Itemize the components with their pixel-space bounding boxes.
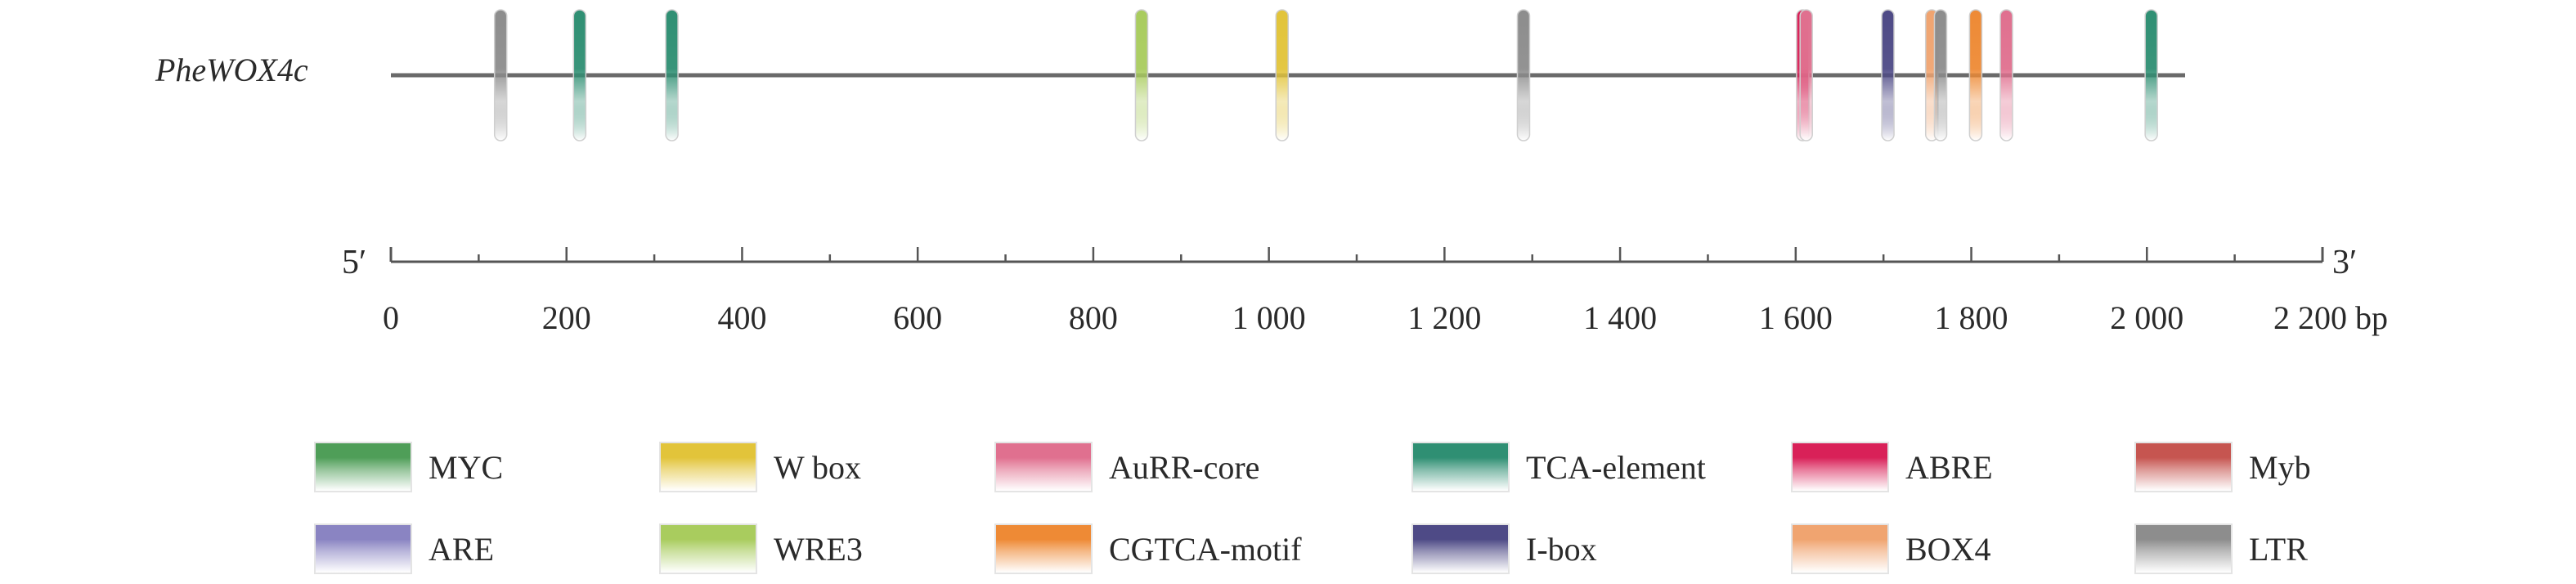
- legend-item-ltr: LTR: [2134, 523, 2308, 574]
- tick-label: 1 800: [1935, 299, 2008, 336]
- element-marker-ltr: [493, 9, 508, 142]
- element-marker-tca-element: [665, 9, 679, 142]
- legend-item-abre: ABRE: [1791, 442, 1993, 492]
- legend-item-w-box: W box: [659, 442, 861, 492]
- legend-item-cgtca-motif: CGTCA-motif: [994, 523, 1302, 574]
- three-prime-label: 3′: [2332, 244, 2357, 281]
- element-marker-tca-element: [572, 9, 587, 142]
- legend-swatch: [314, 442, 412, 492]
- legend-item-wre3: WRE3: [659, 523, 863, 574]
- legend-label: ARE: [429, 530, 494, 568]
- tick-label: 1 400: [1583, 299, 1657, 336]
- legend-item-myc: MYC: [314, 442, 503, 492]
- legend-swatch: [1411, 442, 1510, 492]
- element-marker-w-box: [1275, 9, 1289, 142]
- tick-label: 1 000: [1232, 299, 1306, 336]
- tick-label: 0: [383, 299, 399, 336]
- five-prime-label: 5′: [342, 244, 366, 281]
- legend-label: BOX4: [1905, 530, 1991, 568]
- legend-swatch: [659, 523, 757, 574]
- element-marker-aurr-core: [1799, 9, 1813, 142]
- element-marker-i-box: [1881, 9, 1895, 142]
- legend-swatch: [994, 523, 1093, 574]
- legend-swatch: [314, 523, 412, 574]
- tick-label: 1 600: [1759, 299, 1833, 336]
- element-marker-cgtca-motif: [1968, 9, 1983, 142]
- legend-item-tca-element: TCA-element: [1411, 442, 1706, 492]
- legend-swatch: [1791, 442, 1889, 492]
- element-marker-tca-element: [2144, 9, 2158, 142]
- legend-label: Myb: [2249, 448, 2311, 486]
- legend-item-are: ARE: [314, 523, 494, 574]
- tick-label: 1 200: [1407, 299, 1481, 336]
- legend-item-box4: BOX4: [1791, 523, 1990, 574]
- tick-label: 400: [717, 299, 766, 336]
- legend-label: I-box: [1526, 530, 1597, 568]
- legend-item-myb: Myb: [2134, 442, 2311, 492]
- element-marker-ltr: [1516, 9, 1531, 142]
- tick-label: 2 200 bp: [2273, 299, 2388, 336]
- legend-swatch: [994, 442, 1093, 492]
- element-marker-ltr: [1933, 9, 1948, 142]
- legend-item-aurr-core: AuRR-core: [994, 442, 1259, 492]
- legend-item-i-box: I-box: [1411, 523, 1597, 574]
- legend: MYC W box AuRR-core TCA-element ABRE Myb ARE WR…: [0, 442, 2576, 581]
- legend-label: CGTCA-motif: [1109, 530, 1302, 568]
- legend-label: TCA-element: [1526, 448, 1706, 486]
- tick-label: 800: [1069, 299, 1118, 336]
- legend-swatch: [659, 442, 757, 492]
- tick-label: 600: [893, 299, 942, 336]
- scale-axis: 5′ 3′ 0 200 400 600 800 1 000 1 200 1 400 1 600 1…: [342, 244, 2388, 336]
- legend-swatch: [1411, 523, 1510, 574]
- element-marker-aurr-core: [1999, 9, 2013, 142]
- legend-label: W box: [774, 448, 862, 486]
- legend-label: MYC: [429, 448, 504, 486]
- legend-swatch: [1791, 523, 1889, 574]
- legend-label: LTR: [2249, 530, 2308, 568]
- legend-swatch: [2134, 523, 2233, 574]
- gene-name-label: PheWOX4c: [155, 52, 308, 88]
- element-marker-wre3: [1134, 9, 1149, 142]
- tick-label: 2 000: [2110, 299, 2183, 336]
- legend-label: WRE3: [774, 530, 863, 568]
- tick-label: 200: [542, 299, 591, 336]
- cis-element-markers: [493, 9, 2158, 142]
- legend-label: AuRR-core: [1109, 448, 1260, 486]
- legend-label: ABRE: [1905, 448, 1993, 486]
- legend-swatch: [2134, 442, 2233, 492]
